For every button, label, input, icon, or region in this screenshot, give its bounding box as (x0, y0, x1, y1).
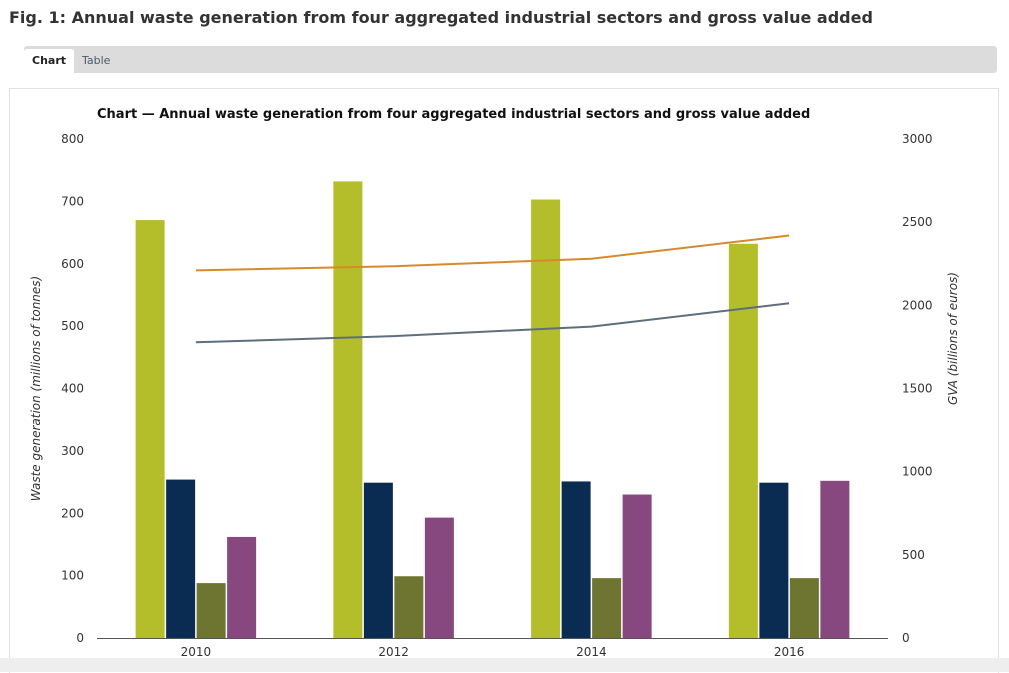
bar-sector-4[interactable] (424, 517, 454, 638)
bar-sector-3[interactable] (196, 583, 226, 638)
y-tick-label: 500 (61, 319, 84, 333)
y-tick-label: 300 (61, 444, 84, 458)
y2-tick-label: 0 (902, 631, 910, 645)
chart-title: Chart — Annual waste generation from fou… (97, 107, 810, 122)
bar-sector-4[interactable] (622, 494, 652, 638)
y-tick-label: 400 (61, 382, 84, 396)
x-tick-label: 2014 (576, 645, 607, 659)
bar-sector-4[interactable] (820, 480, 850, 638)
tab-table[interactable]: Table (82, 54, 111, 67)
bar-sector-3[interactable] (394, 576, 424, 638)
y2-tick-label: 1500 (902, 382, 933, 396)
tab-bar: Chart Table (24, 46, 997, 73)
x-tick-label: 2012 (378, 645, 409, 659)
bar-sector-1[interactable] (531, 199, 561, 638)
y-tick-label: 700 (61, 194, 84, 208)
y2-tick-label: 2000 (902, 298, 933, 312)
y-tick-label: 800 (61, 132, 84, 146)
bar-sector-4[interactable] (227, 536, 257, 638)
line-gva-series-1[interactable] (195, 234, 790, 272)
bottom-strip (0, 658, 1009, 672)
y-tick-label: 100 (61, 569, 84, 583)
y2-tick-label: 1000 (902, 465, 933, 479)
x-tick-label: 2010 (181, 645, 212, 659)
y-axis-title: Waste generation (millions of tonnes) (29, 276, 43, 501)
bar-sector-2[interactable] (759, 482, 789, 638)
bar-sector-1[interactable] (135, 220, 165, 638)
y-tick-label: 0 (76, 631, 84, 645)
bar-sector-3[interactable] (592, 578, 622, 638)
y2-tick-label: 2500 (902, 215, 933, 229)
y2-axis-title: GVA (billions of euros) (946, 272, 960, 405)
bar-sector-1[interactable] (728, 243, 758, 639)
bar-sector-3[interactable] (789, 578, 819, 638)
y2-tick-label: 500 (902, 548, 925, 562)
figure-title: Fig. 1: Annual waste generation from fou… (9, 8, 873, 27)
bar-sector-1[interactable] (333, 181, 363, 639)
tab-chart[interactable]: Chart (24, 49, 75, 73)
bar-sector-2[interactable] (363, 482, 393, 638)
x-tick-label: 2016 (774, 645, 805, 659)
line-gva-series-2[interactable] (195, 302, 790, 344)
y-tick-label: 200 (61, 506, 84, 520)
y2-tick-label: 3000 (902, 132, 933, 146)
bar-sector-2[interactable] (166, 479, 196, 638)
y-tick-label: 600 (61, 257, 84, 271)
bar-sector-2[interactable] (561, 481, 591, 638)
